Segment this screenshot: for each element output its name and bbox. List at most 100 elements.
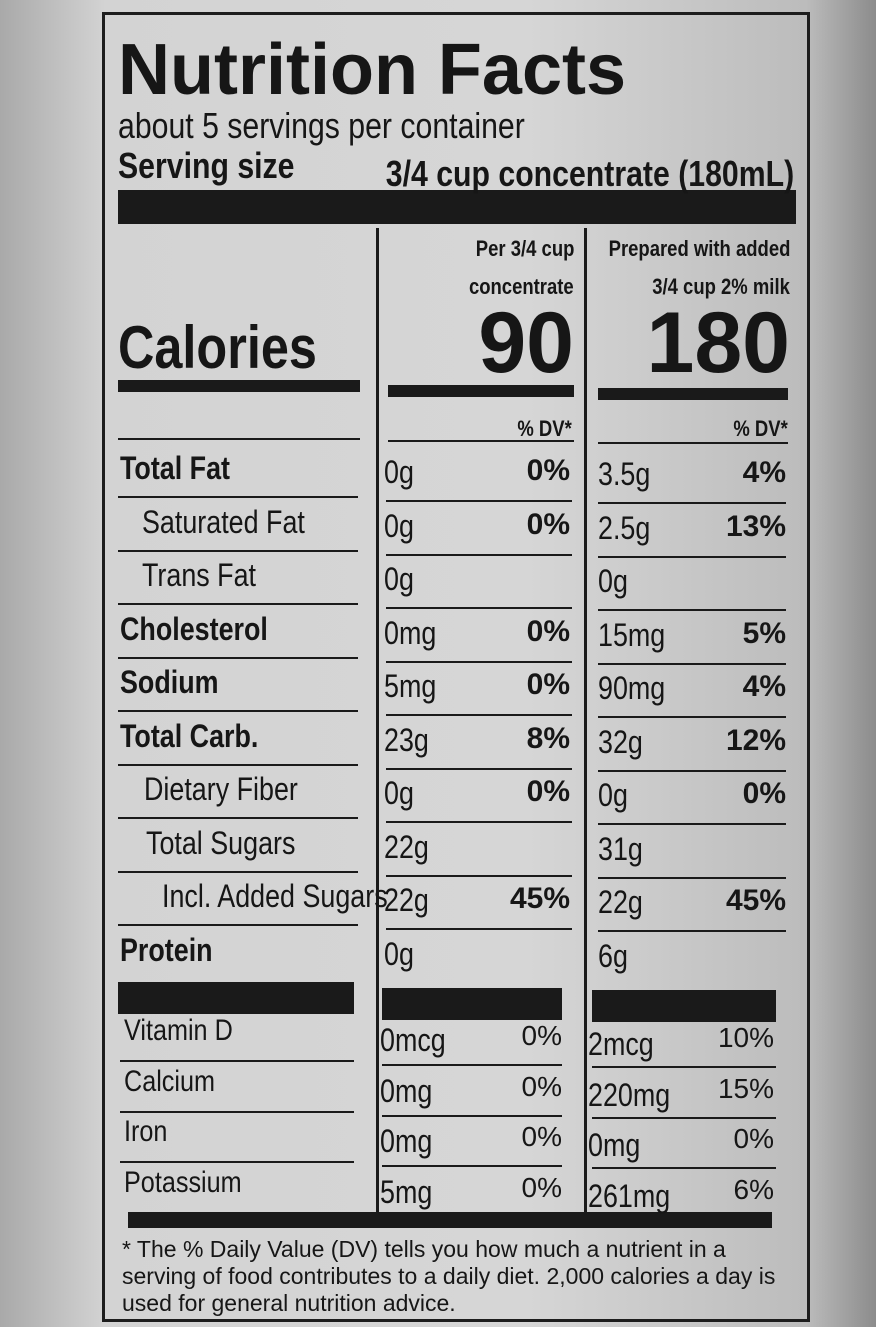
serving-size-label: Serving size (118, 145, 295, 186)
servings-per-container: about 5 servings per container (118, 105, 525, 146)
daily-value: 5% (742, 616, 786, 650)
daily-value: 15% (717, 1072, 774, 1104)
nutrient-name: Total Carb. (120, 717, 259, 754)
row-rule (598, 502, 786, 504)
daily-value: 0% (521, 1171, 562, 1203)
daily-value: 4% (742, 456, 786, 489)
vitamin-name: Iron (124, 1115, 168, 1148)
thick-rule (118, 982, 354, 1014)
label-border (102, 12, 810, 1322)
amount: 220mg (588, 1076, 671, 1113)
daily-value: 0% (742, 777, 786, 810)
row-rule (592, 1116, 776, 1119)
calories-value: 180 (646, 295, 791, 391)
row-rule (118, 603, 358, 605)
row-rule (598, 555, 786, 558)
thick-rule (388, 385, 574, 397)
amount: 23g (384, 721, 429, 758)
row-rule (386, 821, 572, 823)
row-rule (118, 870, 358, 873)
amount: 0g (384, 561, 414, 597)
nutrient-name: Cholesterol (120, 610, 268, 647)
column-heading: concentrate (469, 274, 574, 299)
nutrient-name: Incl. Added Sugars (162, 878, 388, 914)
amount: 261mg (588, 1177, 671, 1214)
row-rule (598, 442, 788, 444)
row-rule (386, 928, 572, 930)
nutrient-name: Sodium (120, 664, 219, 700)
daily-value: 10% (717, 1022, 774, 1053)
amount: 32g (598, 723, 643, 760)
amount: 5mg (384, 668, 437, 704)
thick-rule (382, 988, 562, 1020)
row-rule (382, 1064, 562, 1066)
column-heading: 3/4 cup 2% milk (652, 274, 790, 299)
column-heading: Prepared with added (608, 236, 790, 261)
serving-size-value: 3/4 cup concentrate (180mL) (385, 153, 794, 194)
amount: 0mg (380, 1072, 433, 1109)
nutrient-name: Trans Fat (142, 557, 257, 593)
amount: 0g (384, 935, 414, 972)
row-rule (386, 553, 572, 556)
row-rule (118, 763, 358, 766)
amount: 0mg (384, 614, 437, 651)
amount: 2.5g (598, 509, 651, 546)
row-rule (118, 496, 358, 498)
dv-heading: % DV* (517, 416, 572, 441)
amount: 0g (384, 507, 414, 544)
daily-value: 12% (725, 723, 786, 757)
amount: 0g (384, 775, 414, 811)
row-rule (120, 1060, 354, 1062)
amount: 22g (384, 882, 429, 918)
row-rule (118, 817, 358, 819)
row-rule (598, 930, 786, 932)
amount: 31g (598, 830, 643, 867)
amount: 3.5g (598, 456, 651, 492)
amount: 0mg (380, 1123, 433, 1159)
row-rule (382, 1114, 562, 1117)
nutrient-name: Total Fat (120, 450, 231, 486)
daily-value: 0% (526, 507, 570, 541)
amount: 6g (598, 937, 628, 974)
row-rule (118, 438, 360, 440)
daily-value: 0% (526, 454, 570, 487)
thick-rule (598, 388, 788, 400)
thick-rule (128, 1212, 772, 1228)
row-rule (118, 710, 358, 712)
calories-value: 90 (478, 295, 574, 391)
row-rule (598, 716, 786, 718)
dv-heading: % DV* (733, 416, 788, 441)
footnote: * The % Daily Value (DV) tells you how m… (122, 1236, 776, 1316)
row-rule (386, 660, 572, 663)
row-rule (592, 1066, 776, 1068)
row-rule (386, 767, 572, 770)
vitamin-name: Calcium (124, 1064, 216, 1098)
amount: 0mcg (380, 1022, 446, 1058)
thick-rule (118, 380, 360, 392)
nutrient-name: Saturated Fat (142, 503, 305, 540)
amount: 0mg (588, 1127, 641, 1163)
column-heading: Per 3/4 cup (475, 236, 574, 261)
daily-value: 13% (725, 509, 786, 543)
row-rule (388, 440, 574, 442)
column-divider (376, 228, 379, 1212)
vitamin-name: Potassium (124, 1165, 242, 1199)
amount: 0g (598, 563, 628, 599)
row-rule (120, 1110, 354, 1113)
amount: 5mg (380, 1173, 433, 1210)
amount: 0g (598, 777, 628, 813)
row-rule (386, 714, 572, 716)
amount: 22g (598, 884, 643, 920)
daily-value: 8% (526, 721, 570, 755)
daily-value: 45% (725, 884, 786, 917)
amount: 22g (384, 828, 429, 865)
daily-value: 0% (526, 614, 570, 648)
calories-label: Calories (118, 314, 317, 381)
row-rule (382, 1165, 562, 1167)
row-rule (592, 1167, 776, 1169)
daily-value: 0% (521, 1070, 562, 1102)
row-rule (120, 1161, 354, 1163)
row-rule (386, 874, 572, 877)
nutrient-name: Total Sugars (146, 824, 296, 861)
